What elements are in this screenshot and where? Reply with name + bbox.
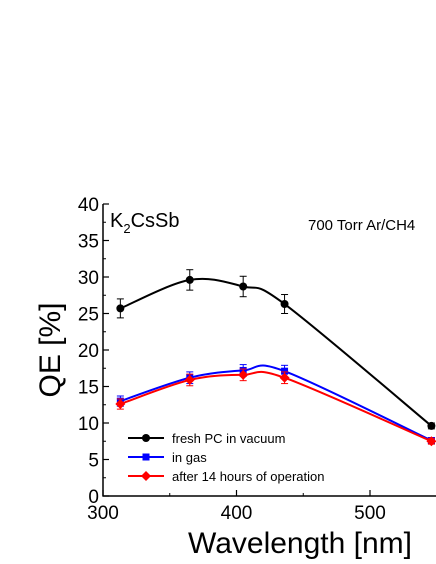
data-point — [427, 421, 436, 430]
legend-label: fresh PC in vacuum — [172, 431, 285, 446]
material-annotation: K2CsSb — [110, 210, 179, 236]
y-tick-label: 30 — [78, 268, 99, 289]
x-tick-label: 400 — [221, 503, 253, 524]
legend: fresh PC in vacuum in gas after 14 hours o… — [128, 431, 325, 484]
data-point — [185, 275, 194, 284]
data-point — [426, 436, 436, 447]
series-line — [120, 370, 432, 443]
legend-item: in gas — [128, 450, 207, 465]
data-point — [239, 282, 248, 291]
series-1 — [116, 269, 436, 430]
axes — [102, 203, 436, 497]
legend-label: after 14 hours of operation — [172, 469, 325, 484]
data-point — [279, 372, 290, 383]
legend-marker — [141, 471, 151, 481]
legend-marker — [142, 453, 150, 461]
y-tick-label: 35 — [78, 232, 99, 253]
tick-labels: 0 5 10 15 20 25 30 35 40 300 400 500 — [78, 195, 386, 524]
legend-item: after 14 hours of operation — [128, 469, 325, 484]
data-point — [281, 367, 289, 375]
data-point — [115, 399, 126, 410]
data-point — [116, 304, 125, 313]
legend-marker — [142, 434, 150, 442]
x-tick-label: 500 — [354, 503, 386, 524]
series-line — [119, 277, 433, 427]
plot-area — [115, 269, 436, 447]
gas-condition-annotation: 700 Torr Ar/CH4 — [308, 217, 415, 234]
data-point — [184, 374, 195, 385]
y-axis-title: QE [%] — [34, 302, 67, 397]
x-axis-title: Wavelength [nm] — [188, 527, 412, 560]
data-point — [280, 300, 289, 309]
series-3 — [115, 368, 436, 447]
y-tick-label: 5 — [88, 451, 99, 472]
y-tick-label: 10 — [78, 414, 99, 435]
series-line — [120, 364, 432, 442]
x-tick-label: 300 — [87, 503, 119, 524]
y-tick-label: 0 — [88, 487, 99, 508]
legend-label: in gas — [172, 450, 207, 465]
y-tick-label: 20 — [78, 341, 99, 362]
y-tick-label: 15 — [78, 378, 99, 399]
data-point — [238, 369, 249, 380]
y-tick-label: 25 — [78, 305, 99, 326]
y-tick-label: 40 — [78, 195, 99, 216]
legend-item: fresh PC in vacuum — [128, 431, 285, 446]
